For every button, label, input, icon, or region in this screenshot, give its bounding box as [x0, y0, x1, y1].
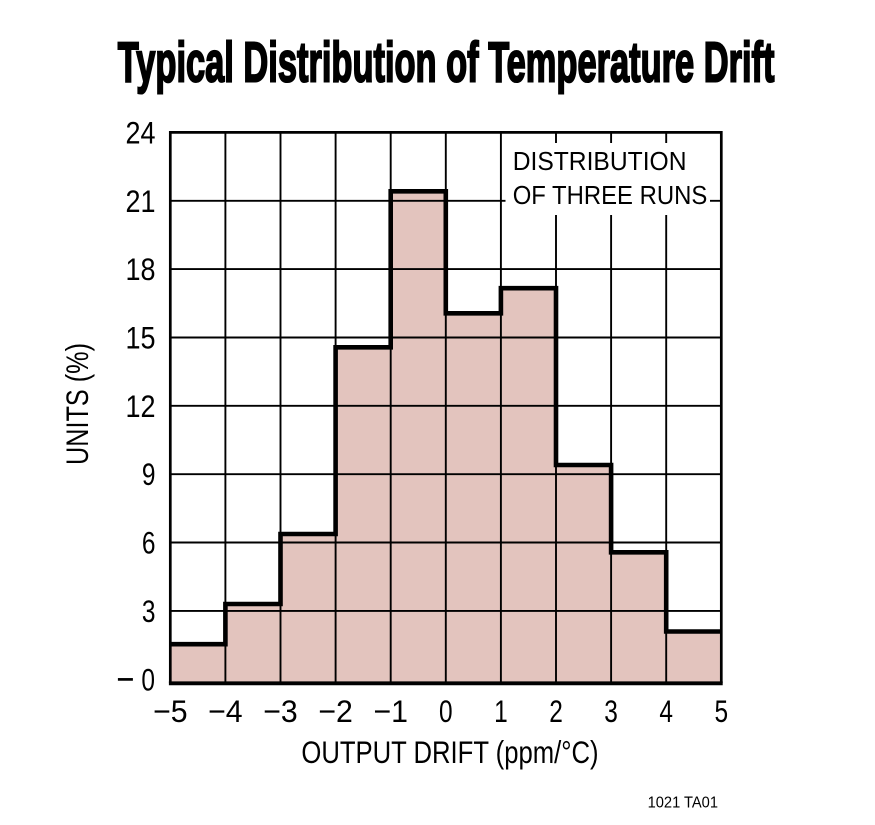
svg-text:Typical Distribution of Temper: Typical Distribution of Temperature Drif…: [118, 31, 775, 94]
svg-text:−2: −2: [318, 693, 353, 729]
svg-text:1: 1: [494, 693, 508, 729]
svg-text:−5: −5: [153, 693, 188, 729]
svg-text:3: 3: [142, 593, 156, 629]
svg-text:OUTPUT DRIFT (ppm/°C): OUTPUT DRIFT (ppm/°C): [301, 734, 598, 770]
svg-text:24: 24: [126, 114, 156, 150]
svg-text:−1: −1: [373, 693, 408, 729]
svg-text:UNITS (%): UNITS (%): [59, 343, 95, 465]
svg-text:2: 2: [549, 693, 563, 729]
svg-text:9: 9: [142, 456, 156, 492]
svg-text:4: 4: [659, 693, 673, 729]
svg-text:12: 12: [126, 388, 156, 424]
svg-text:15: 15: [126, 320, 156, 356]
svg-text:0: 0: [439, 693, 453, 729]
svg-text:6: 6: [142, 525, 156, 561]
svg-text:OF THREE RUNS: OF THREE RUNS: [513, 180, 708, 210]
svg-text:5: 5: [715, 693, 729, 729]
svg-text:DISTRIBUTION: DISTRIBUTION: [513, 146, 687, 176]
svg-text:21: 21: [126, 183, 156, 219]
svg-text:0: 0: [141, 661, 155, 697]
svg-text:3: 3: [604, 693, 618, 729]
svg-text:18: 18: [126, 251, 156, 287]
svg-text:1021 TA01: 1021 TA01: [648, 795, 718, 812]
svg-text:−3: −3: [263, 693, 298, 729]
svg-text:−4: −4: [208, 693, 243, 729]
